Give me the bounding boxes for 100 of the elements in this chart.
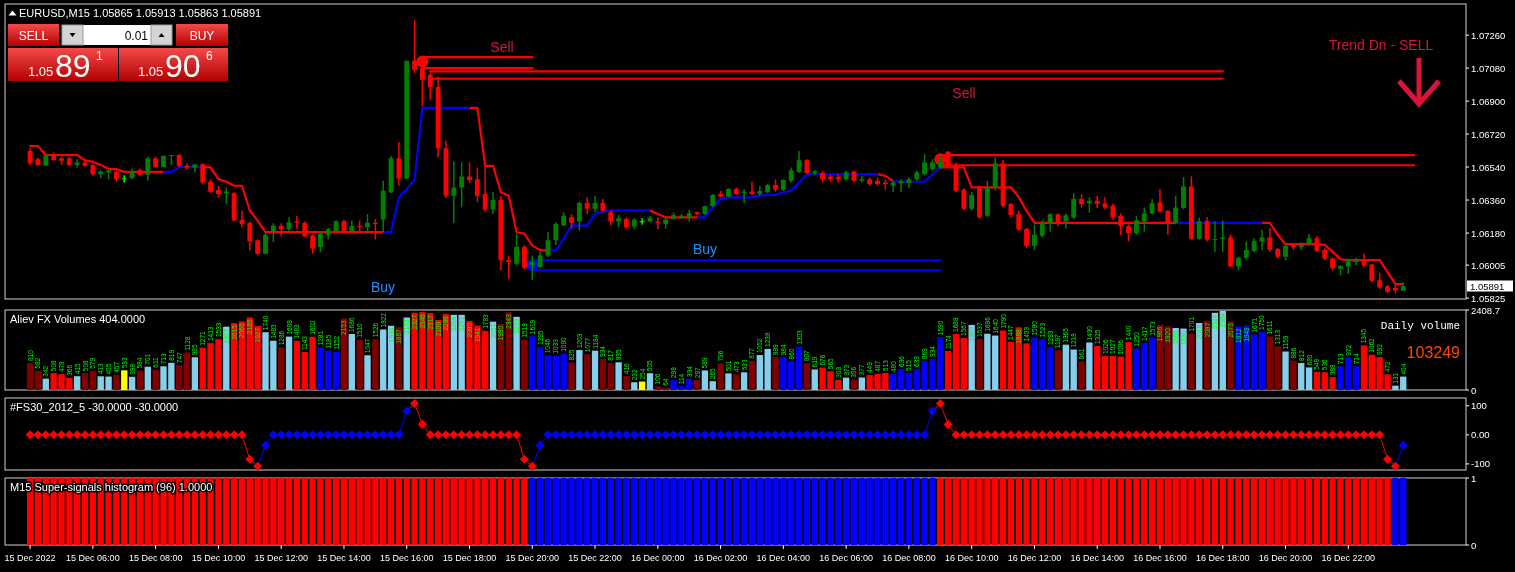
bar <box>1290 360 1297 390</box>
candlestick <box>906 177 912 189</box>
x-tick-label: 16 Dec 06:00 <box>819 553 873 563</box>
y-tick-label: 1.06540 <box>1471 161 1506 173</box>
candlestick <box>1165 210 1171 235</box>
bar <box>1109 355 1117 390</box>
candlestick <box>1298 242 1304 251</box>
chart-title: Aliev FX Volumes 404.0000 <box>10 313 146 325</box>
bar <box>1070 349 1077 390</box>
bar <box>1266 336 1274 390</box>
bar <box>1062 344 1070 390</box>
bar <box>1054 350 1062 390</box>
x-tick-label: 16 Dec 02:00 <box>693 553 748 563</box>
y-tick-label: 0 <box>1471 384 1477 396</box>
candlestick <box>396 141 402 186</box>
bar <box>693 380 701 390</box>
candlestick <box>74 159 80 168</box>
bar <box>944 351 952 390</box>
bar <box>811 369 818 390</box>
annotation: 1.05 <box>138 64 164 79</box>
x-tick-label: 16 Dec 16:00 <box>1133 553 1187 563</box>
bar <box>1298 363 1305 390</box>
annotation: 0.01 <box>124 28 149 43</box>
bar <box>725 373 732 390</box>
candlestick <box>757 186 763 196</box>
bar <box>1274 346 1281 390</box>
bar <box>1305 367 1313 390</box>
bar <box>1078 361 1085 390</box>
x-tick-label: 15 Dec 08:00 <box>128 553 183 563</box>
candlestick <box>639 218 645 225</box>
x-tick-label: 16 Dec 14:00 <box>1070 553 1124 563</box>
bar <box>890 374 897 390</box>
x-tick-label: 16 Dec 20:00 <box>1258 553 1313 563</box>
bar <box>850 379 858 390</box>
annotation: Trend Dn - SELL <box>1328 37 1434 53</box>
candlestick <box>1259 229 1265 251</box>
bar <box>1086 342 1093 390</box>
bar <box>717 363 724 390</box>
annotation: 1.05 <box>28 64 54 79</box>
y-tick-label: 1.07260 <box>1471 29 1506 41</box>
annotation: Daily volume <box>1380 320 1460 332</box>
sell-button: SELL <box>8 24 59 46</box>
x-tick-label: 15 Dec 22:00 <box>568 553 622 563</box>
bar <box>513 316 520 390</box>
x-tick-label: 15 Dec 2022 <box>4 553 56 563</box>
bar <box>536 346 544 390</box>
bar <box>905 372 913 390</box>
bar <box>576 350 583 390</box>
bar <box>599 358 607 390</box>
bar <box>584 354 591 390</box>
bar <box>113 374 120 390</box>
y-tick-label: 1.06180 <box>1471 227 1506 239</box>
bar <box>144 366 151 390</box>
candlestick <box>741 189 747 203</box>
y-tick-label: 0.00 <box>1471 429 1490 441</box>
bar <box>380 329 387 390</box>
candlestick <box>451 161 457 224</box>
x-tick-label: 15 Dec 18:00 <box>442 553 497 563</box>
x-tick-label: 16 Dec 12:00 <box>1007 553 1062 563</box>
chart-title: EURUSD,M15 1.05865 1.05913 1.05863 1.05891 <box>19 7 262 19</box>
y-tick-label: 1.06005 <box>1471 259 1506 271</box>
x-tick-label: 15 Dec 12:00 <box>254 553 308 563</box>
x-tick-label: 16 Dec 00:00 <box>631 553 685 563</box>
bar <box>544 355 552 390</box>
bar <box>842 377 850 390</box>
bar <box>364 355 371 390</box>
y-tick-label: 1.07080 <box>1471 62 1506 74</box>
bar <box>568 362 575 390</box>
bar <box>615 362 622 390</box>
candlestick <box>1063 213 1069 229</box>
annotation: 90 <box>165 48 201 84</box>
bar <box>1250 334 1258 390</box>
bar <box>26 363 34 390</box>
lot-size-field: 0.01 <box>83 25 151 45</box>
bar <box>128 376 136 390</box>
bar <box>740 372 748 390</box>
bar <box>795 346 803 390</box>
x-tick-label: 16 Dec 10:00 <box>944 553 999 563</box>
bar <box>1360 345 1368 390</box>
x-tick-label: 15 Dec 10:00 <box>191 553 246 563</box>
candlestick <box>1220 220 1226 252</box>
bar <box>152 369 159 390</box>
bar <box>332 351 340 390</box>
bar <box>591 350 599 390</box>
bar <box>74 376 81 390</box>
chart-title: #FS30_2012_5 -30.0000 -30.0000 <box>10 401 179 413</box>
bar <box>803 363 811 390</box>
bar <box>733 374 740 390</box>
annotation: 103249 <box>1406 343 1461 361</box>
candlestick <box>482 165 488 213</box>
candlestick <box>890 180 896 192</box>
x-tick-label: 15 Dec 14:00 <box>317 553 371 563</box>
x-tick-label: 15 Dec 16:00 <box>379 553 434 563</box>
bar <box>999 330 1007 390</box>
annotation: SELL <box>18 28 49 43</box>
bar <box>529 336 536 390</box>
bar <box>631 382 638 390</box>
bar <box>623 376 630 390</box>
bar <box>89 370 97 390</box>
x-tick-label: 16 Dec 22:00 <box>1321 553 1376 563</box>
